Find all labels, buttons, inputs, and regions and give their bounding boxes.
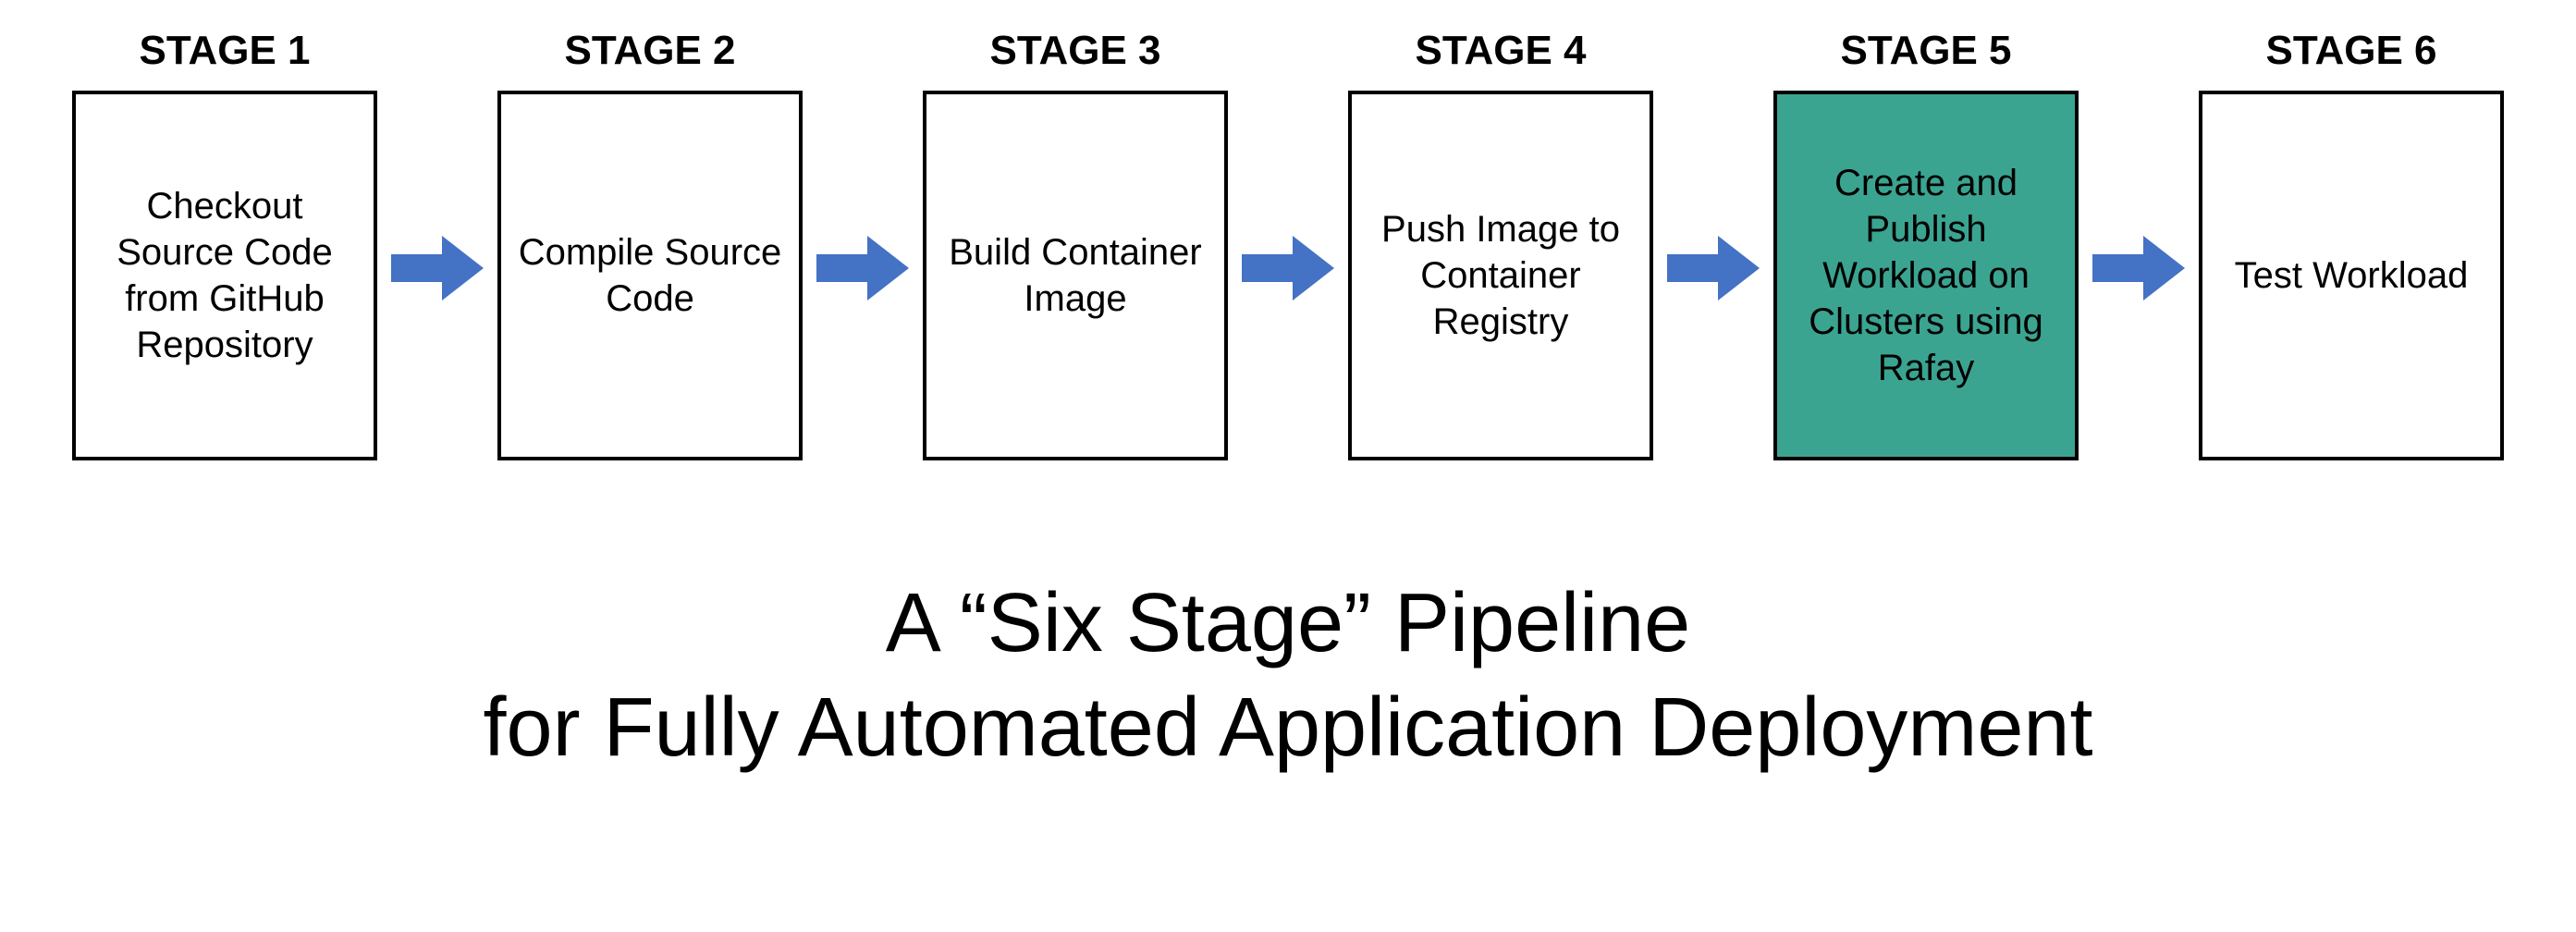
stage-col-3: STAGE 3 Build Container Image: [923, 28, 1228, 460]
stage-box-6: Test Workload: [2199, 91, 2504, 460]
stage-box-1: Checkout Source Code from GitHub Reposit…: [72, 91, 377, 460]
arrow-right-icon: [391, 227, 484, 310]
stage-box-2: Compile Source Code: [497, 91, 803, 460]
arrow-2: [803, 83, 923, 453]
arrow-4: [1653, 83, 1773, 453]
arrow-right-icon: [1242, 227, 1334, 310]
stage-box-3: Build Container Image: [923, 91, 1228, 460]
stage-label-3: STAGE 3: [989, 28, 1160, 74]
stage-label-4: STAGE 4: [1415, 28, 1586, 74]
arrow-5: [2079, 83, 2199, 453]
caption-line-2: for Fully Automated Application Deployme…: [0, 676, 2576, 780]
arrow-right-icon: [1667, 227, 1760, 310]
stage-label-6: STAGE 6: [2265, 28, 2436, 74]
stage-label-2: STAGE 2: [564, 28, 735, 74]
stage-col-6: STAGE 6 Test Workload: [2199, 28, 2504, 460]
caption: A “Six Stage” Pipeline for Fully Automat…: [0, 571, 2576, 779]
stage-box-5: Create and Publish Workload on Clusters …: [1773, 91, 2079, 460]
stage-col-4: STAGE 4 Push Image to Container Registry: [1348, 28, 1653, 460]
stage-col-1: STAGE 1 Checkout Source Code from GitHub…: [72, 28, 377, 460]
stage-box-4: Push Image to Container Registry: [1348, 91, 1653, 460]
stage-label-5: STAGE 5: [1840, 28, 2011, 74]
stage-label-1: STAGE 1: [139, 28, 310, 74]
arrow-right-icon: [816, 227, 909, 310]
pipeline-row: STAGE 1 Checkout Source Code from GitHub…: [0, 0, 2576, 460]
stage-col-2: STAGE 2 Compile Source Code: [497, 28, 803, 460]
arrow-3: [1228, 83, 1348, 453]
arrow-right-icon: [2092, 227, 2185, 310]
arrow-1: [377, 83, 497, 453]
stage-col-5: STAGE 5 Create and Publish Workload on C…: [1773, 28, 2079, 460]
caption-line-1: A “Six Stage” Pipeline: [0, 571, 2576, 676]
